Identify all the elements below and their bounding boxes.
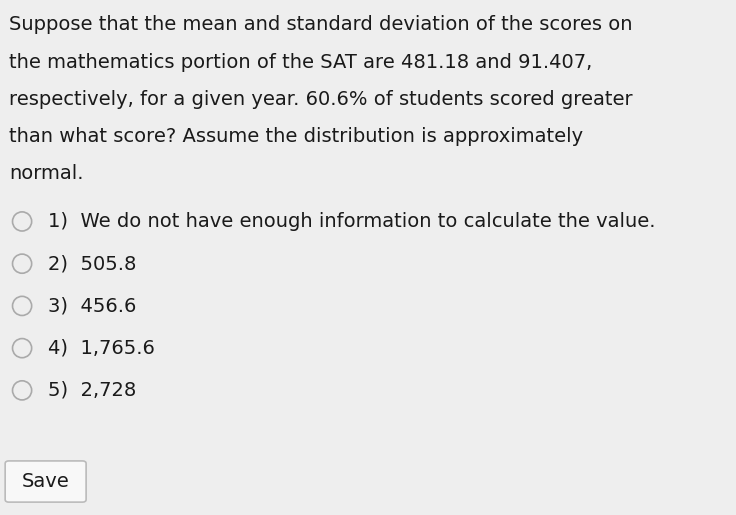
Text: 4)  1,765.6: 4) 1,765.6 xyxy=(48,339,155,357)
Text: 5)  2,728: 5) 2,728 xyxy=(48,381,136,400)
Text: respectively, for a given year. 60.6% of students scored greater: respectively, for a given year. 60.6% of… xyxy=(9,90,632,109)
Text: 1)  We do not have enough information to calculate the value.: 1) We do not have enough information to … xyxy=(48,212,655,231)
Text: the mathematics portion of the SAT are 481.18 and 91.407,: the mathematics portion of the SAT are 4… xyxy=(9,53,592,72)
Text: 3)  456.6: 3) 456.6 xyxy=(48,297,136,315)
FancyBboxPatch shape xyxy=(5,461,86,502)
Text: than what score? Assume the distribution is approximately: than what score? Assume the distribution… xyxy=(9,127,583,146)
Text: 2)  505.8: 2) 505.8 xyxy=(48,254,136,273)
Text: Save: Save xyxy=(22,472,69,491)
Text: Suppose that the mean and standard deviation of the scores on: Suppose that the mean and standard devia… xyxy=(9,15,632,35)
Text: normal.: normal. xyxy=(9,164,83,183)
